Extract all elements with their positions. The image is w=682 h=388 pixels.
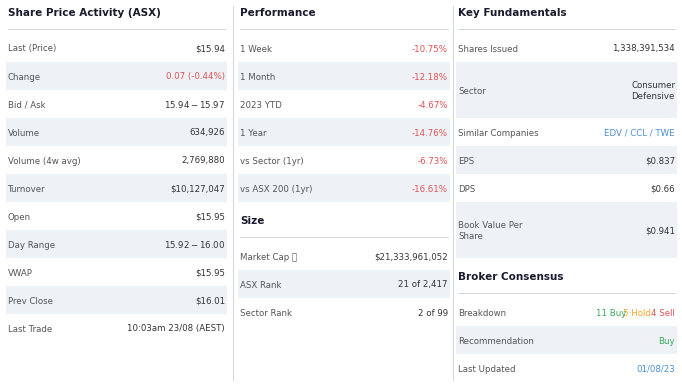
Text: 2,769,880: 2,769,880 — [181, 156, 225, 166]
Text: Buy: Buy — [658, 336, 675, 345]
Text: -6.73%: -6.73% — [417, 156, 448, 166]
Text: $10,127,047: $10,127,047 — [170, 185, 225, 194]
Bar — [456, 62, 677, 118]
Bar — [6, 286, 227, 314]
Text: Shares Issued: Shares Issued — [458, 45, 518, 54]
Text: 21 of 2,417: 21 of 2,417 — [398, 281, 448, 289]
Text: $15.92 - $16.00: $15.92 - $16.00 — [164, 239, 225, 251]
Text: $0.837: $0.837 — [645, 156, 675, 166]
Text: -16.61%: -16.61% — [412, 185, 448, 194]
Text: 4 Sell: 4 Sell — [651, 308, 675, 317]
Text: Last Updated: Last Updated — [458, 364, 516, 374]
Text: Share Price Activity (ASX): Share Price Activity (ASX) — [8, 8, 161, 18]
Text: $15.94 - $15.97: $15.94 - $15.97 — [164, 99, 225, 111]
Text: Day Range: Day Range — [8, 241, 55, 249]
Text: -14.76%: -14.76% — [412, 128, 448, 137]
Text: Broker Consensus: Broker Consensus — [458, 272, 563, 282]
Bar — [456, 326, 677, 354]
Text: Last (Price): Last (Price) — [8, 45, 56, 54]
Text: Performance: Performance — [240, 8, 316, 18]
Text: Key Fundamentals: Key Fundamentals — [458, 8, 567, 18]
Text: $0.941: $0.941 — [645, 227, 675, 236]
Text: Volume: Volume — [8, 128, 40, 137]
Text: 1 Year: 1 Year — [240, 128, 267, 137]
Bar — [6, 230, 227, 258]
Text: 634,926: 634,926 — [190, 128, 225, 137]
Text: $15.95: $15.95 — [195, 213, 225, 222]
Text: ASX Rank: ASX Rank — [240, 281, 282, 289]
Text: 2023 YTD: 2023 YTD — [240, 100, 282, 109]
Text: Prev Close: Prev Close — [8, 296, 53, 305]
Text: EDV / CCL / TWE: EDV / CCL / TWE — [604, 128, 675, 137]
Text: ·: · — [651, 308, 659, 317]
Text: $16.01: $16.01 — [195, 296, 225, 305]
Bar — [238, 118, 450, 146]
Bar — [238, 62, 450, 90]
Text: Change: Change — [8, 73, 41, 81]
Text: $0.66: $0.66 — [651, 185, 675, 194]
Text: Market Cap ⓘ: Market Cap ⓘ — [240, 253, 297, 262]
Text: Size: Size — [240, 216, 265, 226]
Text: vs Sector (1yr): vs Sector (1yr) — [240, 156, 303, 166]
Bar — [456, 202, 677, 258]
Text: $21,333,961,052: $21,333,961,052 — [374, 253, 448, 262]
Text: 1 Week: 1 Week — [240, 45, 272, 54]
Text: Open: Open — [8, 213, 31, 222]
Text: Similar Companies: Similar Companies — [458, 128, 539, 137]
Text: $15.95: $15.95 — [195, 268, 225, 277]
Bar — [238, 270, 450, 298]
Text: $15.94: $15.94 — [195, 45, 225, 54]
Text: -10.75%: -10.75% — [412, 45, 448, 54]
Bar — [238, 174, 450, 202]
Text: Breakdown: Breakdown — [458, 308, 506, 317]
Text: Bid / Ask: Bid / Ask — [8, 100, 46, 109]
Text: ·: · — [626, 308, 634, 317]
Text: Recommendation: Recommendation — [458, 336, 534, 345]
Text: 1 Month: 1 Month — [240, 73, 276, 81]
Text: Sector Rank: Sector Rank — [240, 308, 292, 317]
Text: Volume (4w avg): Volume (4w avg) — [8, 156, 80, 166]
Text: Book Value Per
Share: Book Value Per Share — [458, 221, 522, 241]
Text: Sector: Sector — [458, 87, 486, 95]
Bar — [456, 146, 677, 174]
Bar — [6, 62, 227, 90]
Bar — [6, 118, 227, 146]
Text: VWAP: VWAP — [8, 268, 33, 277]
Text: 5 Hold: 5 Hold — [623, 308, 651, 317]
Text: -12.18%: -12.18% — [412, 73, 448, 81]
Text: Last Trade: Last Trade — [8, 324, 53, 334]
Text: 2 of 99: 2 of 99 — [418, 308, 448, 317]
Text: 01/08/23: 01/08/23 — [636, 364, 675, 374]
Bar — [6, 174, 227, 202]
Text: Turnover: Turnover — [8, 185, 46, 194]
Text: 0.07 (-0.44%): 0.07 (-0.44%) — [166, 73, 225, 81]
Text: 1,338,391,534: 1,338,391,534 — [612, 45, 675, 54]
Text: 11 Buy: 11 Buy — [595, 308, 626, 317]
Text: vs ASX 200 (1yr): vs ASX 200 (1yr) — [240, 185, 312, 194]
Text: DPS: DPS — [458, 185, 475, 194]
Text: -4.67%: -4.67% — [417, 100, 448, 109]
Text: Consumer
Defensive: Consumer Defensive — [631, 81, 675, 101]
Text: EPS: EPS — [458, 156, 474, 166]
Text: 10:03am 23/08 (AEST): 10:03am 23/08 (AEST) — [128, 324, 225, 334]
